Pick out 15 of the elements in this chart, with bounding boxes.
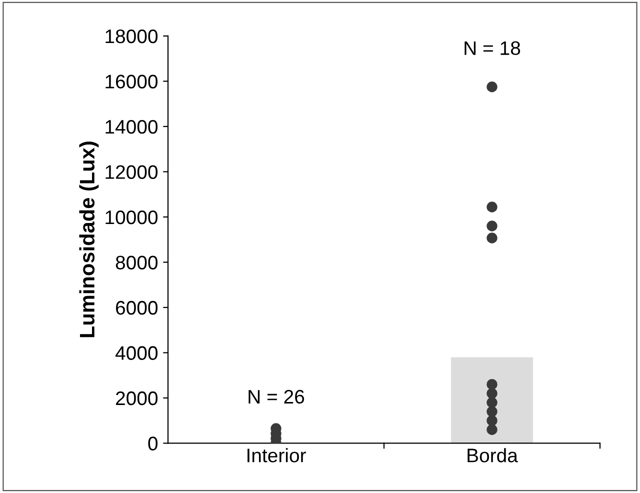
y-tick-label: 8000 <box>116 256 158 270</box>
y-axis-title: Luminosidade (Lux) <box>79 142 99 338</box>
y-tick-label: 14000 <box>106 120 158 134</box>
y-tick-label: 10000 <box>106 210 158 224</box>
x-tick-label: Interior <box>248 448 306 462</box>
annotation: N = 18 <box>464 41 520 56</box>
x-tick-label: Borda <box>468 448 518 462</box>
y-tick-label: 0 <box>148 436 158 450</box>
y-tick-label: 6000 <box>116 300 158 315</box>
annotation: N = 26 <box>248 390 304 404</box>
y-tick-label: 16000 <box>106 74 158 88</box>
y-tick-label: 18000 <box>106 29 158 44</box>
y-tick-label: 4000 <box>115 346 158 360</box>
y-tick-label: 2000 <box>116 391 158 406</box>
y-tick-label: 12000 <box>106 165 158 179</box>
